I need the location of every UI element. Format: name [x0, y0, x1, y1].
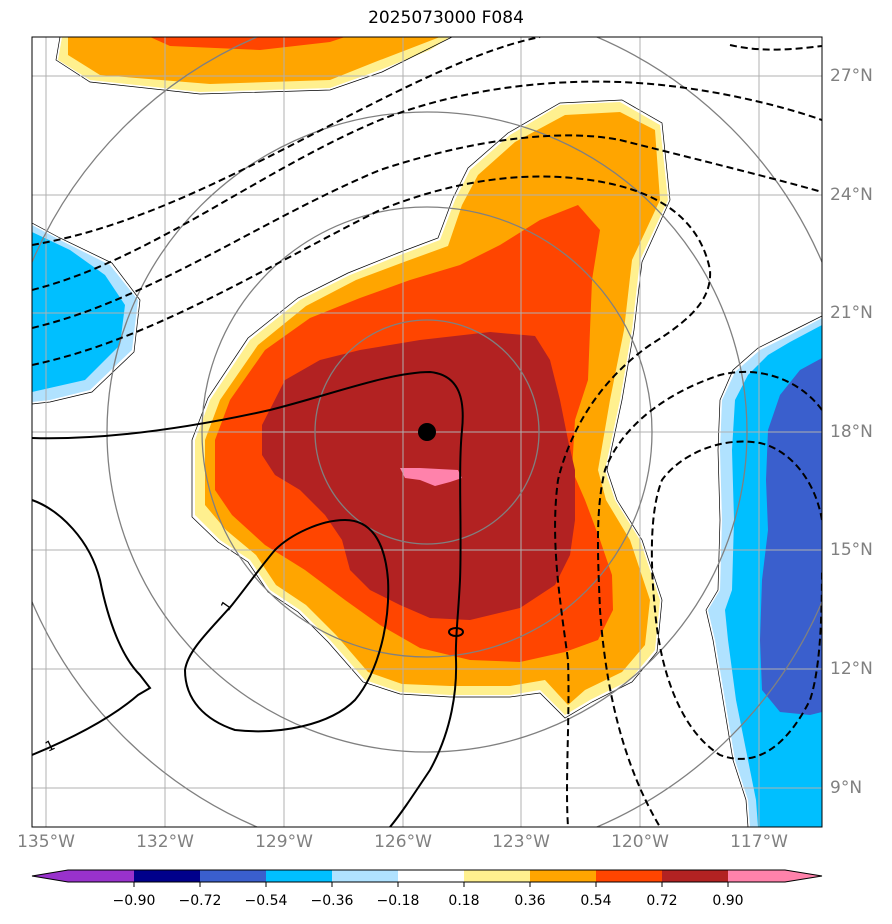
map-title: 2025073000 F084	[368, 8, 524, 28]
zero-outline	[32, 37, 822, 827]
dashed-contours	[32, 37, 822, 827]
colorbar-bin	[596, 870, 662, 882]
colorbar-tick-label: 0.18	[448, 893, 480, 909]
colorbar-over	[785, 870, 822, 882]
colorbar-tick-label: −0.36	[310, 893, 354, 909]
colorbar-bin	[662, 870, 728, 882]
lon-label: 135°W	[17, 832, 75, 852]
colorbar-bin	[728, 870, 785, 882]
lon-label: 129°W	[255, 832, 313, 852]
lon-label: 120°W	[611, 832, 669, 852]
contour-label: 1	[43, 737, 58, 755]
lat-label: 15°N	[830, 540, 873, 560]
lat-label: 12°N	[830, 659, 873, 679]
plot-frame	[31, 36, 823, 828]
lon-label: 123°W	[492, 832, 550, 852]
east-cool-darkblue	[760, 358, 822, 715]
contour-label: 1	[218, 598, 236, 614]
colorbar-under	[32, 870, 68, 882]
range-rings	[32, 37, 822, 827]
colorbar-tick-label: 0.72	[646, 893, 678, 909]
storm-center-marker	[418, 423, 436, 441]
colorbar-tick-label: −0.72	[178, 893, 222, 909]
west-cool-blue	[32, 232, 125, 392]
lat-label: 27°N	[830, 66, 873, 86]
lon-label: 117°W	[730, 832, 788, 852]
colorbar-bin	[398, 870, 464, 882]
lat-label: 21°N	[830, 303, 873, 323]
colorbar-outline	[31, 869, 823, 883]
colorbar-bin	[464, 870, 530, 882]
colorbar-tick-label: 0.90	[712, 893, 744, 909]
colorbar-tick-label: −0.18	[376, 893, 420, 909]
colorbar-tick-label: 0.36	[514, 893, 546, 909]
graticule	[32, 37, 822, 827]
colorbar-bin	[266, 870, 332, 882]
north-anomaly-orange	[68, 37, 440, 84]
colorbar-tick-label: −0.54	[244, 893, 288, 909]
colorbar-bin	[332, 870, 398, 882]
colorbar-bin	[530, 870, 596, 882]
lon-label: 126°W	[374, 832, 432, 852]
colorbar-bin	[134, 870, 200, 882]
colorbar-bin	[200, 870, 266, 882]
solid-contours	[32, 370, 464, 827]
lat-label: 24°N	[830, 185, 873, 205]
lat-label: 18°N	[830, 422, 873, 442]
colorbar-tick-label: −0.90	[112, 893, 156, 909]
lat-label: 9°N	[830, 778, 863, 798]
colorbar	[31, 869, 823, 887]
shaded-field	[32, 37, 822, 827]
colorbar-tick-label: 0.54	[580, 893, 612, 909]
peak-anomaly-pink	[400, 468, 462, 486]
north-anomaly-red	[150, 37, 345, 50]
lon-label: 132°W	[136, 832, 194, 852]
colorbar-bin	[68, 870, 134, 882]
